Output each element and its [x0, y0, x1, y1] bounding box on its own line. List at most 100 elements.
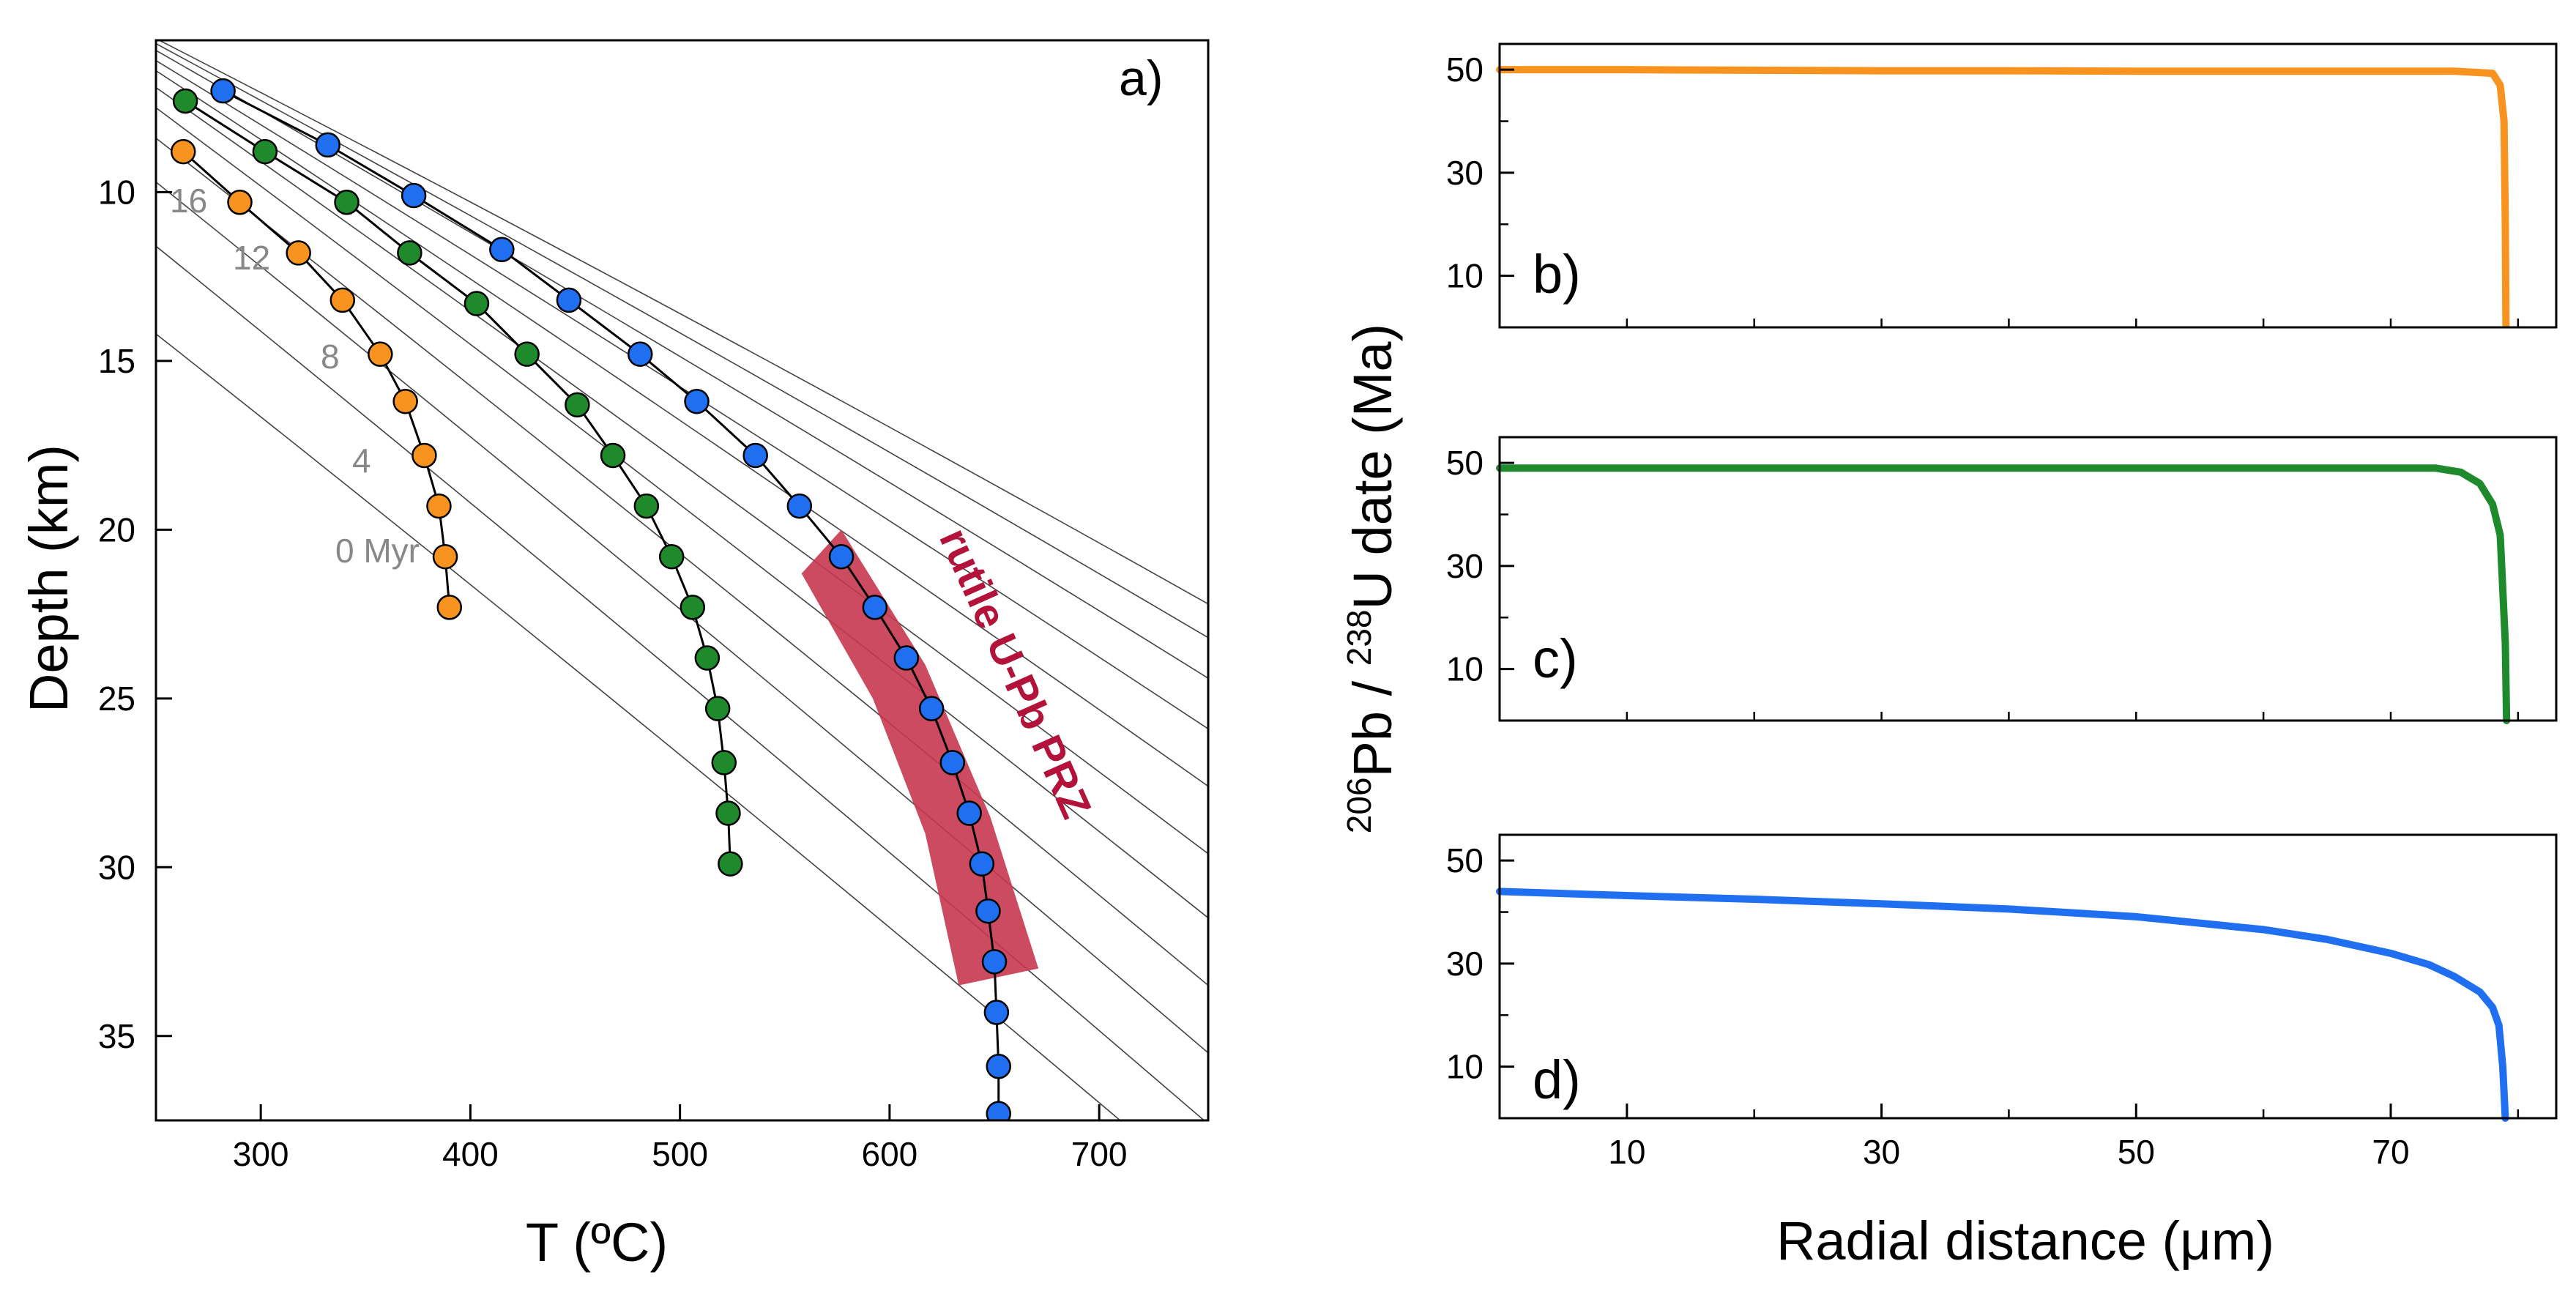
data-point-blue — [401, 182, 427, 209]
panel-c-label: c) — [1533, 628, 1578, 689]
panel-c-frame — [1498, 436, 2558, 722]
x-tick-label: 70 — [2372, 1133, 2409, 1171]
shared-ylabel-u: U date (Ma) — [1342, 324, 1403, 610]
y-tick-label: 50 — [1446, 51, 1484, 89]
panel-a-frame — [155, 39, 1210, 1122]
shared-ylabel-u-mass: 238 — [1340, 609, 1378, 666]
panel-b-label: b) — [1533, 244, 1581, 305]
geotherm-green-line — [185, 100, 732, 864]
data-point-blue — [986, 1101, 1011, 1120]
y-tick-label: 35 — [98, 1017, 135, 1055]
data-point-green — [172, 88, 198, 114]
data-point-blue — [983, 1000, 1010, 1025]
data-point-blue — [828, 543, 855, 570]
panel-d-frame — [1498, 833, 2558, 1120]
x-tick-label: 400 — [442, 1135, 499, 1173]
data-point-green — [600, 442, 626, 469]
data-point-orange — [227, 190, 253, 215]
data-point-green — [694, 645, 721, 671]
geotherm-lines — [156, 40, 1208, 1120]
data-point-green — [680, 595, 706, 620]
y-tick-label: 20 — [98, 510, 135, 548]
geotherm-line — [157, 40, 1208, 605]
shared-ylabel-pb: Pb / — [1342, 666, 1403, 777]
y-tick-label: 10 — [1446, 650, 1484, 688]
data-point-orange — [392, 388, 418, 414]
data-point-blue — [684, 388, 710, 414]
x-tick-label: 50 — [2118, 1133, 2155, 1171]
data-point-blue — [786, 493, 813, 519]
data-point-blue — [210, 78, 236, 104]
y-tick-label: 10 — [1446, 1048, 1484, 1086]
data-point-green — [565, 392, 590, 418]
x-tick-label: 10 — [1608, 1133, 1645, 1171]
data-point-green — [658, 543, 685, 570]
panel-d-label: d) — [1533, 1049, 1581, 1110]
y-tick-label: 10 — [98, 173, 135, 211]
panel-b-ticks: 10 30 50 — [1446, 51, 2520, 327]
isochron-label-4: 4 — [352, 442, 371, 480]
data-point-orange — [368, 341, 393, 367]
y-tick-label: 50 — [1446, 444, 1484, 482]
data-point-blue — [969, 851, 995, 877]
geotherm-line — [156, 107, 1208, 919]
data-point-blue — [742, 442, 768, 469]
data-point-orange — [412, 442, 437, 469]
data-point-blue — [556, 287, 582, 313]
data-point-blue — [489, 237, 515, 263]
y-tick-label: 50 — [1446, 841, 1484, 879]
shared-ylabel-pb-mass: 206 — [1340, 777, 1378, 833]
x-tick-label: 300 — [233, 1135, 289, 1173]
data-point-green — [252, 138, 278, 165]
geotherm-line — [156, 42, 1208, 639]
data-point-blue — [986, 1054, 1011, 1079]
data-point-orange — [286, 240, 311, 266]
y-tick-label: 15 — [98, 342, 135, 380]
data-point-green — [334, 190, 360, 215]
geotherm-line — [156, 50, 1208, 679]
data-point-green — [718, 851, 743, 877]
panel-a-x-ticks: 300 400 500 600 700 — [233, 1104, 1128, 1173]
panel-a-y-ticks: 10 15 20 25 30 35 — [98, 173, 172, 1055]
panel-b-frame — [1498, 42, 2558, 329]
data-point-orange — [436, 595, 463, 620]
y-tick-label: 10 — [1446, 257, 1484, 295]
panel-d-ticks: 10 30 50 10 30 50 70 — [1446, 841, 2520, 1171]
panel-d-profile: 10 30 50 10 30 50 70 d) Radial distance (μm) — [1446, 833, 2558, 1271]
data-point-orange — [330, 287, 356, 313]
data-point-blue — [862, 595, 888, 620]
data-point-green — [711, 750, 737, 775]
x-tick-label: 700 — [1071, 1135, 1128, 1173]
data-point-orange — [170, 138, 196, 165]
data-point-green — [514, 341, 540, 367]
data-point-green — [704, 696, 731, 721]
panel-d-series-line — [1496, 888, 2509, 1122]
x-tick-label: 30 — [1863, 1133, 1900, 1171]
data-point-blue — [918, 696, 945, 721]
geotherm-line — [156, 86, 1208, 855]
isochron-label-16: 16 — [170, 182, 207, 220]
panel-a-label: a) — [1119, 51, 1163, 106]
panel-a-depth-temperature: 300 400 500 600 700 10 15 20 25 30 35 16 12 8 4 0… — [18, 39, 1210, 1273]
isochron-label-8: 8 — [321, 338, 340, 376]
data-point-green — [464, 291, 490, 316]
data-point-orange — [432, 543, 458, 570]
panel-a-ylabel: Depth (km) — [18, 444, 79, 713]
x-tick-label: 600 — [862, 1135, 918, 1173]
y-tick-label: 30 — [1446, 547, 1484, 585]
x-tick-label: 500 — [652, 1135, 708, 1173]
isochron-label-0-myr: 0 Myr — [335, 532, 420, 570]
isochron-label-12: 12 — [233, 239, 270, 277]
y-tick-label: 30 — [1446, 945, 1484, 983]
data-point-blue — [893, 645, 920, 671]
panel-b-series-line — [1496, 66, 2510, 329]
y-tick-label: 25 — [98, 680, 135, 718]
panel-d-xlabel: Radial distance (μm) — [1776, 1210, 2274, 1271]
geotherm-line — [156, 245, 1205, 1120]
data-point-green — [633, 493, 660, 519]
y-tick-label: 30 — [1446, 154, 1484, 192]
data-point-blue — [627, 341, 653, 367]
panel-a-xlabel: T (ºC) — [526, 1212, 668, 1273]
panel-b-profile: 10 30 50 b) — [1446, 42, 2558, 329]
